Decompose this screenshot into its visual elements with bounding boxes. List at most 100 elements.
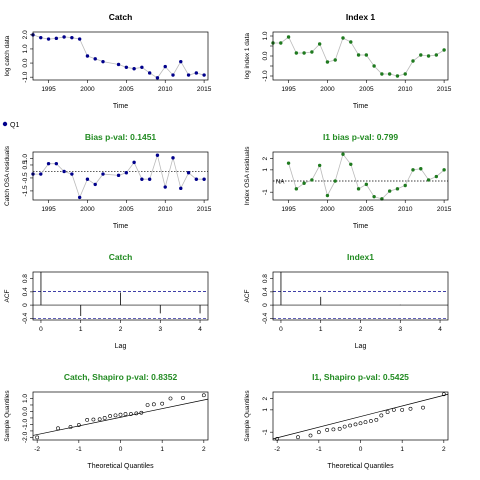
y-tick-label: 0.8 (22, 274, 29, 283)
data-point (132, 160, 136, 165)
y-tick-label: 1 (262, 408, 269, 412)
x-tick-label: 2 (442, 446, 446, 453)
x-tick-label: 2 (119, 326, 123, 333)
data-point (411, 59, 415, 63)
data-point (163, 64, 167, 69)
data-point (160, 401, 165, 406)
data-point (77, 195, 82, 200)
data-point (171, 73, 175, 77)
x-tick-label: -1 (76, 446, 82, 453)
data-point (374, 418, 379, 422)
data-point (147, 71, 152, 75)
legend: Q1 (2, 121, 19, 129)
data-point (147, 177, 152, 181)
y-tick-label: 0.4 (262, 287, 269, 296)
x-tick-label: 0 (279, 326, 283, 333)
na-label: NA (276, 180, 284, 186)
data-point (442, 48, 446, 52)
data-point (132, 67, 136, 71)
data-point (194, 177, 199, 181)
x-tick-label: 2005 (119, 206, 134, 213)
data-point (91, 417, 96, 422)
data-point (441, 392, 446, 397)
x-axis-label: Time (353, 103, 368, 110)
y-tick-label: 0 (22, 303, 29, 307)
x-tick-label: 2000 (80, 86, 95, 93)
qq-reference-line (32, 398, 209, 436)
y-tick-label: 1.0 (22, 394, 29, 403)
data-point (201, 393, 206, 398)
data-point (286, 35, 291, 39)
series-line (32, 34, 205, 79)
plot-frame (32, 31, 209, 81)
data-point (356, 53, 361, 57)
x-tick-label: 2010 (158, 86, 173, 93)
x-axis-label: Theoretical Quantiles (327, 463, 394, 470)
data-point (102, 416, 107, 420)
panel-catch-osa: Bias p-val: 0.1451 Time Catch OSA residual… (4, 132, 212, 230)
y-axis-label: log catch data (4, 35, 11, 76)
x-tick-label: 0 (119, 446, 123, 453)
data-point (308, 433, 313, 438)
x-tick-label: 1 (400, 446, 404, 453)
plot-frame (272, 151, 449, 201)
y-axis-label: Sample Quantiles (244, 390, 251, 442)
x-tick-label: 1 (79, 326, 83, 333)
data-point (356, 187, 361, 191)
data-point (118, 412, 123, 417)
x-tick-label: 2 (359, 326, 363, 333)
data-point (35, 435, 40, 440)
x-tick-label: 2010 (398, 86, 413, 93)
data-point (62, 35, 66, 39)
data-point (101, 172, 105, 176)
y-axis-label: ACF (244, 289, 251, 302)
chart-title: Index1 (347, 252, 374, 262)
data-point (202, 177, 206, 181)
data-point (419, 53, 423, 57)
y-tick-label: 1.0 (22, 44, 29, 53)
data-point (286, 161, 291, 165)
data-point (364, 53, 369, 57)
chart-title: I1 bias p-val: 0.799 (323, 132, 398, 142)
y-axis-label: ACF (4, 289, 11, 302)
data-point (387, 189, 392, 193)
panel-index-acf: Index1 Lag ACF 0 1 2 3 4 -0.4 0 0.4 0.8 (244, 252, 449, 350)
data-point (341, 152, 345, 156)
panel-catch-qq: Catch, Shapiro p-val: 0.8352 Theoretical … (4, 372, 209, 470)
x-axis-label: Lag (355, 343, 367, 350)
x-axis-label: Time (113, 223, 128, 230)
data-point (124, 171, 129, 175)
x-tick-label: 2015 (437, 206, 452, 213)
data-point (93, 57, 97, 61)
data-point (434, 174, 439, 179)
data-point (155, 76, 160, 80)
y-tick-label: 2.0 (22, 30, 29, 39)
y-tick-label: -1.0 (22, 418, 29, 430)
data-point (391, 407, 396, 412)
x-tick-label: 2000 (320, 206, 335, 213)
panel-index-qq: I1, Shapiro p-val: 0.5425 Theoretical Qua… (244, 372, 449, 470)
data-point (419, 167, 423, 171)
y-tick-label: 0 (262, 303, 269, 307)
data-point (434, 53, 439, 57)
data-point (358, 421, 363, 426)
x-axis-label: Lag (115, 343, 127, 350)
x-tick-label: 3 (158, 326, 162, 333)
x-tick-label: 1 (319, 326, 323, 333)
x-tick-label: 2010 (158, 206, 173, 213)
data-point (54, 36, 59, 41)
panel-catch-fit: Catch Time log catch data 1995 2000 2005 2010 2… (4, 12, 212, 110)
y-tick-label: 0.8 (262, 274, 269, 283)
x-tick-label: 2015 (197, 86, 212, 93)
data-point (39, 172, 43, 176)
x-tick-label: 4 (198, 326, 202, 333)
data-point (186, 171, 191, 175)
data-point (408, 406, 413, 411)
data-point (186, 73, 191, 77)
x-tick-label: 2005 (119, 86, 134, 93)
panel-index-osa: I1 bias p-val: 0.799 Time Index OSA residu… (244, 132, 452, 230)
y-tick-label: -1 (262, 189, 269, 195)
y-tick-label: 0.0 (22, 407, 29, 416)
data-point (331, 427, 336, 432)
data-point (316, 430, 321, 435)
